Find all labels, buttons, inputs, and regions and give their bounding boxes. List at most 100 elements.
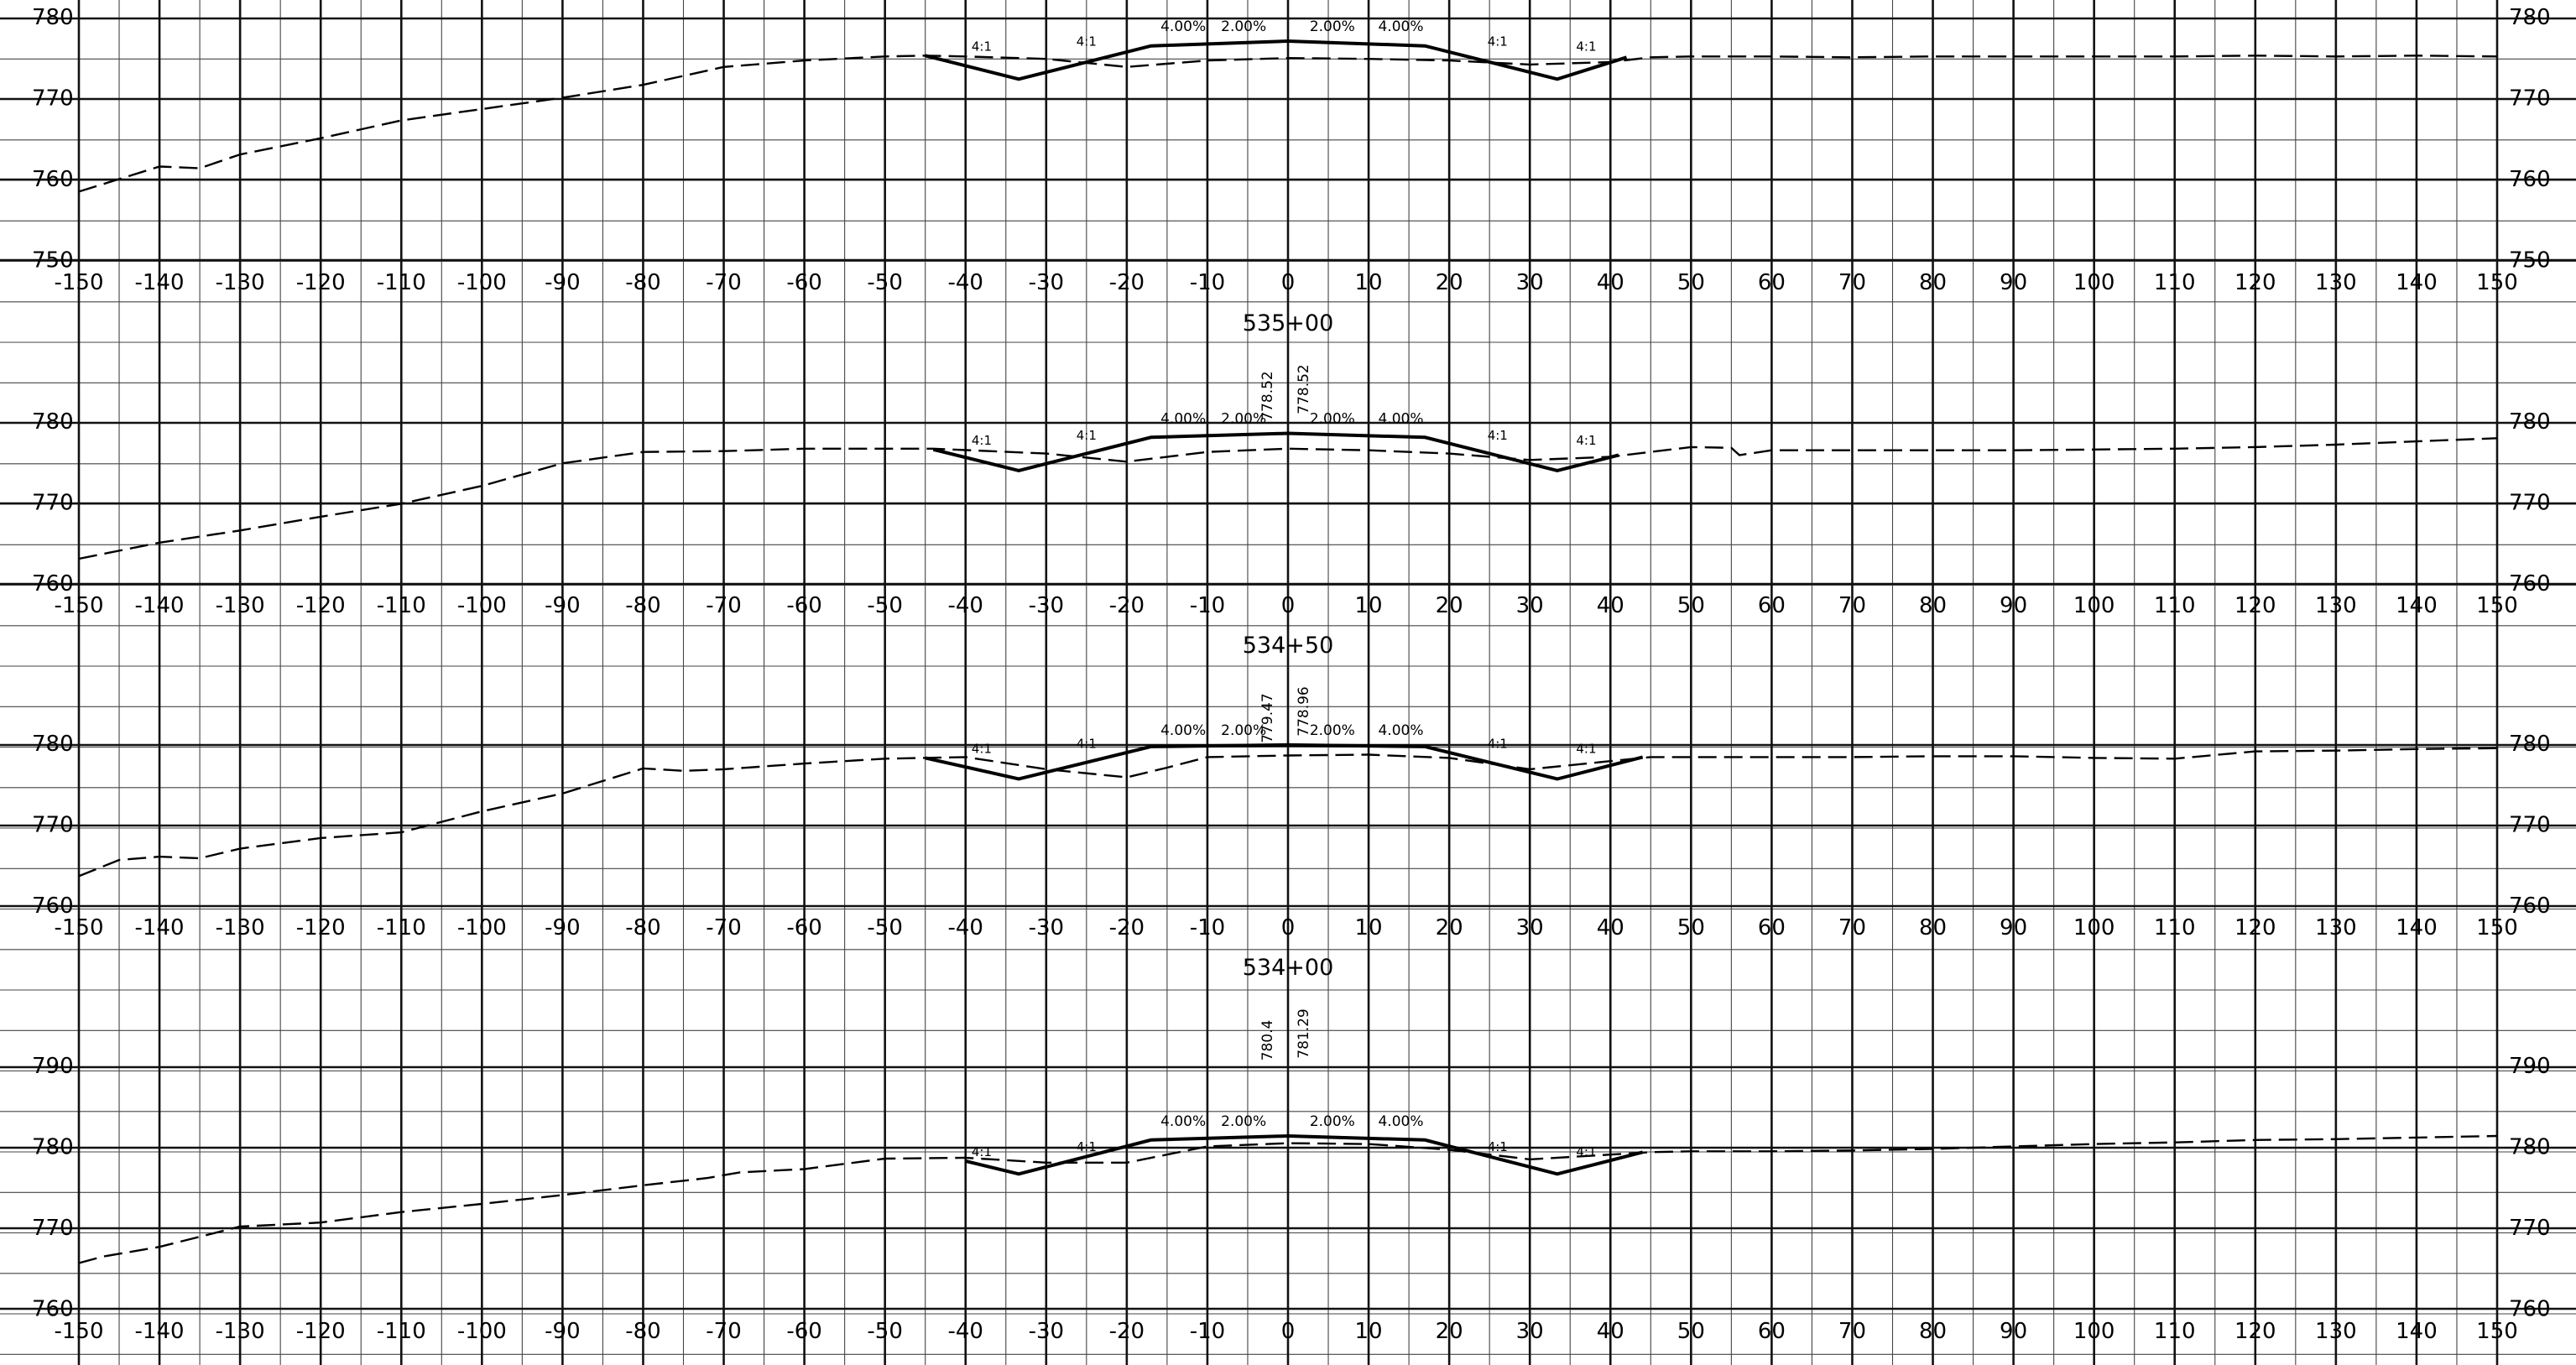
elevation-label-right: 780 — [2509, 5, 2551, 30]
offset-tick-label: -70 — [706, 593, 741, 618]
offset-tick-label: -50 — [867, 593, 902, 618]
elevation-label-left: 750 — [32, 248, 74, 274]
offset-tick-label: -140 — [135, 270, 185, 295]
elevation-label-right: 750 — [2509, 248, 2551, 274]
offset-tick-label: -90 — [545, 915, 580, 940]
cross-slope-label: 4.00% — [1160, 722, 1206, 739]
offset-tick-label: -150 — [54, 270, 103, 295]
offset-tick-label: 140 — [2396, 915, 2438, 940]
offset-tick-label: -20 — [1109, 915, 1145, 940]
offset-tick-label: -90 — [545, 270, 580, 295]
offset-tick-label: -130 — [216, 270, 265, 295]
station-label: 534+50 — [1243, 633, 1334, 659]
elevation-label-right: 770 — [2509, 86, 2551, 112]
offset-tick-label: 10 — [1355, 1319, 1383, 1344]
offset-tick-label: 80 — [1919, 1319, 1947, 1344]
elevation-label-left: 760 — [32, 894, 74, 919]
offset-tick-label: -50 — [867, 1319, 902, 1344]
offset-tick-label: 60 — [1758, 270, 1786, 295]
offset-tick-label: 20 — [1436, 1319, 1463, 1344]
offset-tick-label: 110 — [2154, 1319, 2196, 1344]
cross-slope-label: 2.00% — [1221, 722, 1266, 739]
proposed-section-line — [932, 431, 1619, 472]
station-label: 534+00 — [1243, 955, 1334, 981]
elevation-label-right: 770 — [2509, 1216, 2551, 1241]
side-slope-ratio-label: 4:1 — [1576, 433, 1596, 448]
elevation-label-left: 780 — [32, 409, 74, 435]
offset-tick-label: 60 — [1758, 915, 1786, 940]
offset-tick-label: 50 — [1677, 270, 1705, 295]
offset-tick-label: 150 — [2476, 270, 2518, 295]
offset-tick-label: -120 — [296, 270, 346, 295]
proposed-section-line — [925, 742, 1644, 781]
offset-tick-label: 150 — [2476, 915, 2518, 940]
elevation-label-left: 770 — [32, 1216, 74, 1241]
offset-tick-label: -140 — [135, 593, 185, 618]
offset-tick-label: -80 — [625, 270, 660, 295]
left-edge-elevation-label: 778.52 — [1259, 371, 1276, 420]
side-slope-ratio-label: 4:1 — [1488, 1139, 1508, 1154]
offset-tick-label: -70 — [706, 1319, 741, 1344]
offset-tick-label: -60 — [786, 1319, 821, 1344]
offset-tick-label: -110 — [377, 593, 426, 618]
offset-tick-label: 70 — [1838, 270, 1866, 295]
cross-slope-label: 2.00% — [1310, 410, 1355, 427]
elevation-label-right: 790 — [2509, 1054, 2551, 1079]
cross-slope-label: 4.00% — [1378, 410, 1423, 427]
offset-tick-label: -120 — [296, 1319, 346, 1344]
offset-tick-label: 80 — [1919, 593, 1947, 618]
cross-slope-label: 4.00% — [1378, 18, 1423, 35]
offset-tick-label: -100 — [457, 1319, 507, 1344]
offset-tick-label: 130 — [2315, 270, 2357, 295]
side-slope-ratio-label: 4:1 — [1576, 741, 1596, 756]
left-edge-elevation-label: 780.4 — [1259, 1020, 1276, 1061]
offset-tick-label: -70 — [706, 915, 741, 940]
cross-slope-label: 4.00% — [1160, 410, 1206, 427]
offset-tick-label: 50 — [1677, 1319, 1705, 1344]
elevation-label-left: 760 — [32, 167, 74, 192]
right-edge-elevation-label: 781.29 — [1296, 1008, 1312, 1058]
offset-tick-label: -130 — [216, 915, 265, 940]
offset-tick-label: 90 — [2000, 593, 2027, 618]
existing-ground-line — [78, 747, 2498, 878]
offset-tick-label: 30 — [1516, 1319, 1544, 1344]
offset-tick-label: 140 — [2396, 270, 2438, 295]
offset-tick-label: -80 — [625, 915, 660, 940]
offset-tick-label: -130 — [216, 593, 265, 618]
side-slope-ratio-label: 4:1 — [1077, 428, 1097, 443]
offset-tick-label: 110 — [2154, 593, 2196, 618]
offset-tick-label: -10 — [1190, 593, 1225, 618]
offset-tick-label: 140 — [2396, 593, 2438, 618]
elevation-label-left: 760 — [32, 1297, 74, 1322]
offset-tick-label: 30 — [1516, 915, 1544, 940]
offset-tick-label: -70 — [706, 270, 741, 295]
offset-tick-label: 100 — [2073, 270, 2115, 295]
cross-slope-label: 2.00% — [1221, 410, 1266, 427]
offset-tick-label: -50 — [867, 915, 902, 940]
offset-tick-label: 20 — [1436, 593, 1463, 618]
side-slope-ratio-label: 4:1 — [1576, 39, 1596, 54]
offset-tick-label: -150 — [54, 1319, 103, 1344]
elevation-label-right: 780 — [2509, 732, 2551, 757]
offset-tick-label: -60 — [786, 593, 821, 618]
offset-tick-label: 130 — [2315, 915, 2357, 940]
left-edge-elevation-label: 779.47 — [1259, 693, 1276, 742]
offset-tick-label: 150 — [2476, 593, 2518, 618]
side-slope-ratio-label: 4:1 — [972, 433, 992, 448]
elevation-label-left: 760 — [32, 571, 74, 597]
elevation-label-left: 790 — [32, 1054, 74, 1079]
offset-tick-label: 90 — [2000, 270, 2027, 295]
side-slope-ratio-label: 4:1 — [972, 741, 992, 756]
offset-tick-label: 120 — [2234, 593, 2276, 618]
offset-tick-label: 100 — [2073, 1319, 2115, 1344]
offset-tick-label: 110 — [2154, 270, 2196, 295]
offset-tick-label: 20 — [1436, 270, 1463, 295]
elevation-label-left: 770 — [32, 491, 74, 516]
offset-tick-label: 60 — [1758, 593, 1786, 618]
offset-tick-label: -80 — [625, 593, 660, 618]
cross-slope-label: 2.00% — [1310, 722, 1355, 739]
